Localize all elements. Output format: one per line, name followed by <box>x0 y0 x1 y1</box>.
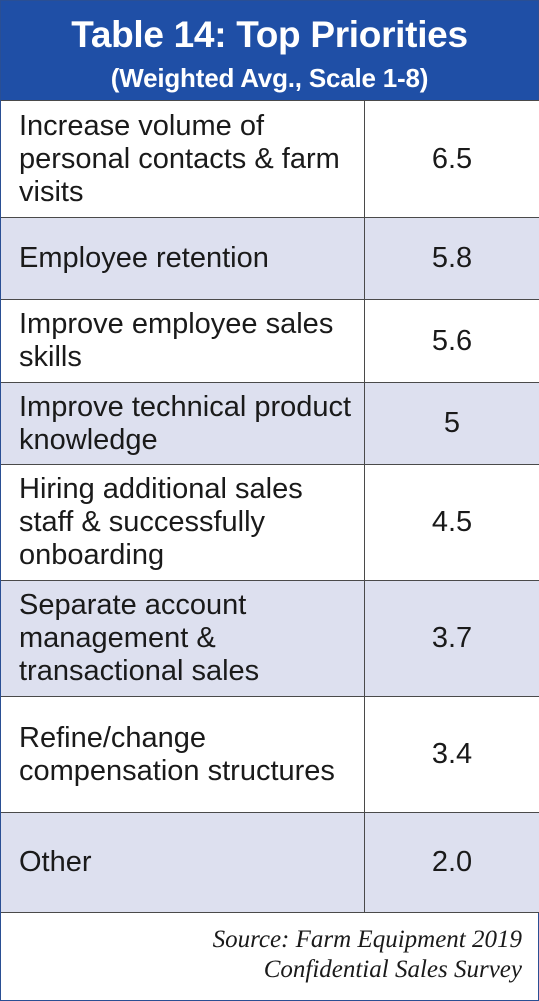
table-row: Refine/change compensation structures 3.… <box>1 696 539 813</box>
table-row: Improve technical product knowledge 5 <box>1 382 539 465</box>
row-value: 6.5 <box>364 100 539 218</box>
table-row: Other 2.0 <box>1 812 539 913</box>
priorities-table: Increase volume of personal contacts & f… <box>1 100 539 913</box>
row-value: 3.7 <box>364 580 539 697</box>
row-value: 3.4 <box>364 696 539 813</box>
row-value: 5 <box>364 382 539 465</box>
row-label: Improve technical product knowledge <box>1 382 365 465</box>
row-label: Increase volume of personal contacts & f… <box>1 100 365 218</box>
row-label: Separate account management & transactio… <box>1 580 365 697</box>
table-row: Separate account management & transactio… <box>1 580 539 697</box>
source-line-1: Source: Farm Equipment 2019 <box>212 926 522 953</box>
row-label: Hiring additional sales staff & successf… <box>1 464 365 581</box>
table-subtitle: (Weighted Avg., Scale 1-8) <box>110 63 429 93</box>
row-label: Other <box>1 812 365 913</box>
row-label: Refine/change compensation structures <box>1 696 365 813</box>
source-note: Source: Farm Equipment 2019 Confidential… <box>1 912 538 1001</box>
table-title: Table 14: Top Priorities <box>71 14 468 55</box>
row-label: Employee retention <box>1 217 365 300</box>
row-label: Improve employee sales skills <box>1 299 365 383</box>
table-row: Improve employee sales skills 5.6 <box>1 299 539 383</box>
row-value: 2.0 <box>364 812 539 913</box>
row-value: 4.5 <box>364 464 539 581</box>
row-value: 5.8 <box>364 217 539 300</box>
table-row: Hiring additional sales staff & successf… <box>1 464 539 581</box>
table-header: Table 14: Top Priorities (Weighted Avg.,… <box>1 1 538 100</box>
table-row: Increase volume of personal contacts & f… <box>1 100 539 218</box>
row-value: 5.6 <box>364 299 539 383</box>
source-line-2: Confidential Sales Survey <box>263 956 522 983</box>
table-row: Employee retention 5.8 <box>1 217 539 300</box>
